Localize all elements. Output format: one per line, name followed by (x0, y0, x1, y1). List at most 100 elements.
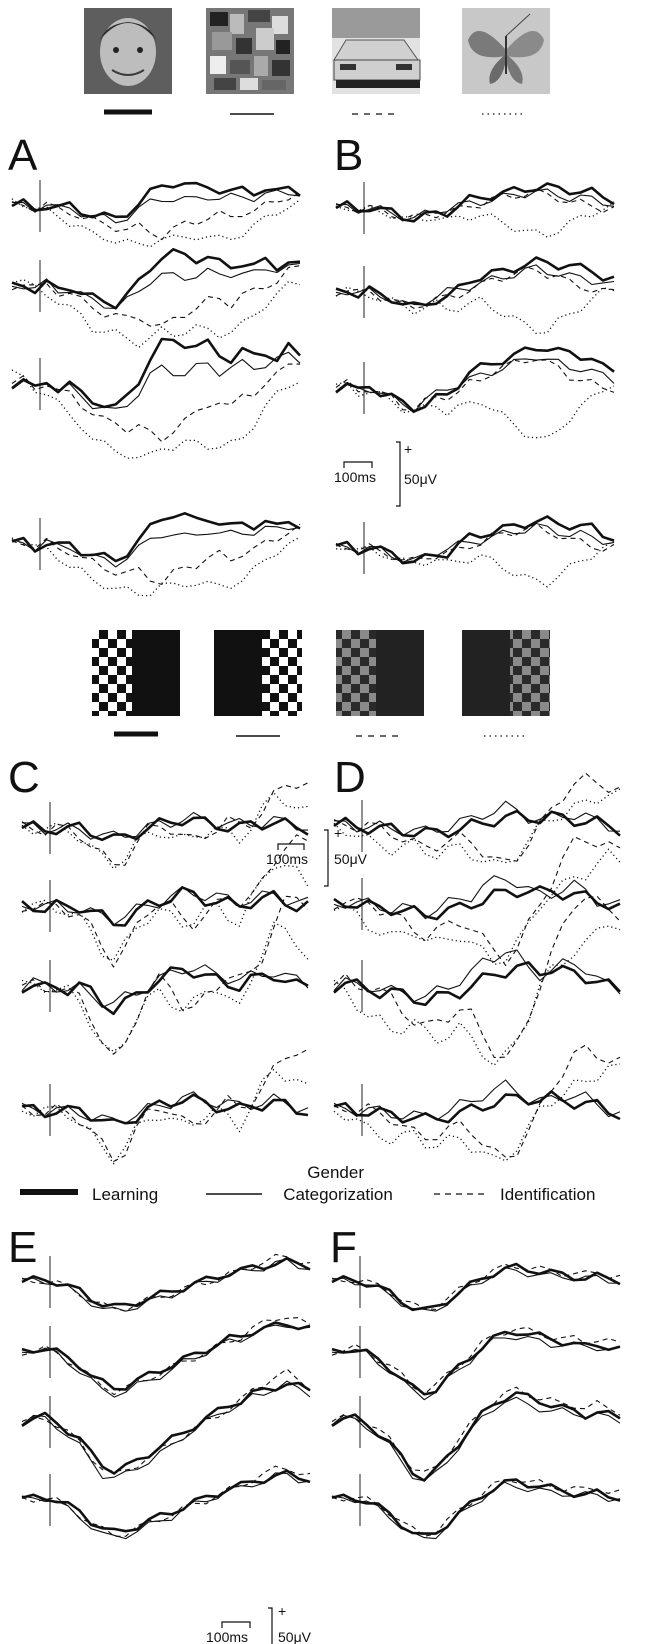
erp-trace-f-dashed (331, 1386, 621, 1472)
erp-trace-b-thin (335, 188, 615, 222)
erp-trace-b-thick (335, 256, 615, 307)
scale-bar-3: 100ms + 50μV (206, 1603, 312, 1644)
erp-trace-d-thick (333, 809, 621, 839)
panel-letter-a: A (8, 131, 38, 180)
panel-letter-f: F (330, 1223, 357, 1272)
erp-trace-f-dashed (331, 1263, 621, 1311)
scale-time-label: 100ms (334, 469, 376, 485)
erp-trace-f-thin (331, 1335, 621, 1401)
erp-trace-d-thick (333, 961, 621, 1007)
checker-left-low-contrast (336, 630, 424, 716)
erp-trace-d-dashed (333, 836, 621, 966)
erp-trace-b-thin (335, 522, 615, 563)
scale-time-label: 100ms (206, 1629, 248, 1644)
erp-trace-d-thin (333, 949, 621, 1003)
erp-trace-c-thick (21, 886, 309, 927)
erp-trace-f-thick (331, 1262, 621, 1312)
erp-trace-c-dotted (21, 792, 309, 870)
panel-letter-b: B (334, 131, 363, 180)
checker-left-high-contrast (92, 630, 180, 716)
face-photo (84, 8, 172, 94)
checker-stimuli-row (92, 630, 550, 716)
erp-trace-a-thin (11, 262, 301, 310)
erp-trace-f-thin (331, 1266, 621, 1312)
erp-trace-d-thin (333, 875, 621, 920)
panel-letter-d: D (334, 753, 366, 802)
erp-trace-a-dashed (11, 265, 301, 327)
erp-trace-f-thick (331, 1478, 621, 1535)
car-photo (332, 8, 421, 94)
scrambled-pattern (206, 8, 294, 94)
erp-trace-e-thick (21, 1256, 311, 1308)
legend-identification-label: Identification (500, 1185, 595, 1204)
scale-plus-label: + (278, 1603, 286, 1619)
erp-trace-f-dashed (331, 1479, 621, 1537)
erp-trace-b-dotted (335, 540, 615, 588)
erp-trace-a-dotted (11, 198, 301, 248)
panel-letter-c: C (8, 753, 40, 802)
scale-amp-label: 50μV (334, 851, 368, 867)
scale-amp-label: 50μV (404, 471, 438, 487)
scale-plus-label: + (334, 825, 342, 841)
erp-trace-b-thick (335, 515, 615, 565)
erp-trace-c-dashed (21, 895, 309, 1055)
erp-trace-c-dotted (21, 864, 309, 962)
erp-trace-e-dashed (21, 1317, 311, 1396)
erp-trace-a-thin (11, 351, 301, 410)
checker-line-samples (114, 731, 526, 737)
erp-trace-f-thick (331, 1391, 621, 1482)
scale-amp-label: 50μV (278, 1629, 312, 1644)
erp-trace-b-dotted (335, 201, 615, 238)
erp-trace-c-thin (21, 1091, 309, 1125)
erp-trace-d-dashed (333, 1044, 621, 1158)
erp-trace-c-thick (21, 1093, 309, 1125)
scale-time-label: 100ms (266, 851, 308, 867)
erp-trace-d-dotted (333, 1063, 621, 1162)
erp-trace-d-dashed (333, 772, 621, 862)
erp-trace-a-thick (11, 511, 301, 563)
erp-trace-e-thick (21, 1381, 311, 1475)
checker-right-low-contrast (462, 630, 550, 716)
legend-gender-label: Gender Categorization (283, 1163, 393, 1204)
erp-trace-f-thick (331, 1330, 621, 1396)
erp-trace-e-thick (21, 1469, 311, 1533)
top-line-samples (104, 109, 526, 115)
erp-trace-a-thin (11, 189, 301, 224)
erp-trace-f-thin (331, 1481, 621, 1540)
erp-trace-c-dotted (21, 1068, 309, 1165)
task-legend: Learning Gender Categorization Identific… (20, 1163, 595, 1204)
erp-trace-b-thick (335, 346, 615, 413)
legend-learning-label: Learning (92, 1185, 158, 1204)
scale-plus-label: + (404, 441, 412, 457)
erp-trace-d-dotted (333, 788, 621, 864)
erp-trace-c-dotted (21, 921, 309, 1053)
erp-trace-b-dotted (335, 286, 615, 335)
erp-trace-c-thin (21, 885, 309, 926)
erp-trace-c-thin (21, 811, 309, 840)
erp-trace-a-dotted (11, 536, 301, 597)
erp-trace-c-dashed (21, 1048, 309, 1163)
erp-trace-a-thick (11, 248, 301, 310)
erp-trace-e-dashed (21, 1368, 311, 1472)
erp-trace-a-dashed (11, 523, 301, 585)
erp-trace-d-thin (333, 800, 621, 837)
erp-trace-a-dotted (11, 279, 301, 349)
erp-trace-b-dashed (335, 359, 615, 412)
erp-trace-e-thin (21, 1472, 311, 1540)
butterfly-photo (462, 8, 550, 94)
erp-trace-c-thick (21, 816, 309, 842)
erp-trace-d-thick (333, 885, 621, 921)
scale-bar-2: 100ms + 50μV (266, 825, 368, 887)
top-stimuli-row (84, 8, 550, 94)
erp-traces (11, 180, 621, 1540)
erp-trace-f-dashed (331, 1326, 621, 1396)
erp-trace-c-thick (21, 966, 309, 1016)
erp-trace-b-dotted (335, 381, 615, 439)
erp-trace-f-thin (331, 1396, 621, 1482)
erp-trace-b-dashed (335, 265, 615, 309)
erp-trace-a-dashed (11, 191, 301, 241)
erp-trace-e-thin (21, 1258, 311, 1312)
erp-trace-e-dashed (21, 1253, 311, 1312)
erp-trace-e-dashed (21, 1465, 311, 1537)
